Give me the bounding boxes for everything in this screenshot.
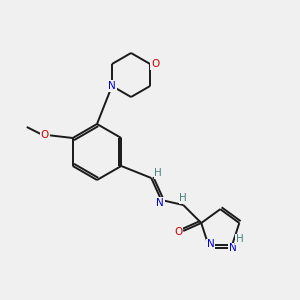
Text: O: O <box>174 227 182 237</box>
Text: H: H <box>236 234 244 244</box>
Text: O: O <box>151 59 159 69</box>
Text: H: H <box>179 193 187 203</box>
Text: N: N <box>229 243 237 254</box>
Text: N: N <box>156 198 164 208</box>
Text: N: N <box>108 81 116 91</box>
Text: H: H <box>154 168 162 178</box>
Text: O: O <box>40 130 49 140</box>
Text: N: N <box>207 239 214 249</box>
